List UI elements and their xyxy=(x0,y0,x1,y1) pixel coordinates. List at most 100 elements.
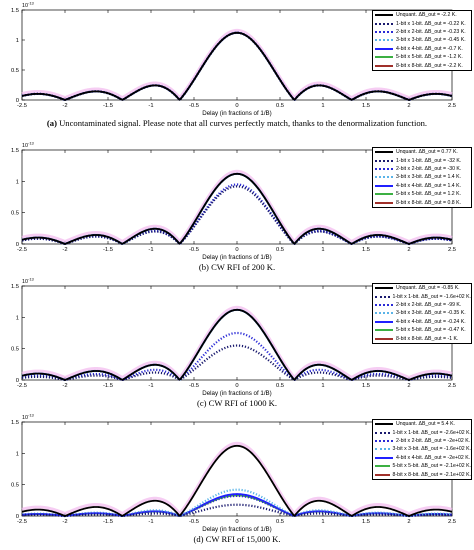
chart-b-legend-swatch xyxy=(375,201,393,204)
chart-d-legend-label: 5-bit x 5-bit. ΔB_out = -2.1e+02 K. xyxy=(392,463,471,470)
chart-c-xtick-label: -2.5 xyxy=(17,383,27,389)
chart-b-ytick-label: 0.5 xyxy=(11,211,19,217)
chart-a-legend-item: 8-bit x 8-bit. ΔB_out = -2.2 K. xyxy=(373,61,471,69)
chart-c-xtick-label: -0.5 xyxy=(189,383,199,389)
chart-a-legend-swatch xyxy=(375,22,393,25)
chart-c-legend-label: 3-bit x 3-bit. ΔB_out = -0.35 K. xyxy=(396,310,466,317)
chart-b-legend-item: 1-bit x 1-bit. ΔB_out = -32 K. xyxy=(373,156,471,164)
chart-d-xtick-label: -2.5 xyxy=(17,519,27,525)
chart-d-legend-label: 3-bit x 3-bit. ΔB_out = -1.6e+02 K. xyxy=(392,446,471,453)
chart-b-legend-label: 2-bit x 2-bit. ΔB_out = -30 K. xyxy=(396,165,462,172)
chart-b-legend-swatch xyxy=(375,167,393,170)
chart-d-legend-item: 5-bit x 5-bit. ΔB_out = -2.1e+02 K. xyxy=(373,462,471,470)
caption-c-letter: (c) xyxy=(196,398,207,408)
chart-a-xtick-label: -2 xyxy=(62,103,67,109)
chart-a-xtick-label: 1 xyxy=(321,103,324,109)
chart-c-xtick-label: 1.5 xyxy=(362,383,370,389)
chart-d-legend-label: 8-bit x 8-bit. ΔB_out = -2.1e+02 K. xyxy=(392,471,471,478)
chart-b-xtick-label: 0.5 xyxy=(276,247,284,253)
chart-b-series-1 xyxy=(21,172,453,245)
chart-c-exponent-label: 10-13 xyxy=(22,277,35,286)
caption-a: (a) Uncontaminated signal. Please note t… xyxy=(0,118,474,128)
chart-d-xtick-label: -1 xyxy=(148,519,153,525)
chart-a-legend-swatch xyxy=(375,39,393,42)
caption-b-letter: (b) xyxy=(198,262,209,272)
chart-d-xtick-label: 1.5 xyxy=(362,519,370,525)
chart-d-legend-swatch xyxy=(375,448,390,451)
chart-a-legend-label: 1-bit x 1-bit. ΔB_out = -0.22 K. xyxy=(396,20,466,27)
chart-d-ytick-label: 0 xyxy=(16,514,19,520)
chart-a-ytick-label: 1 xyxy=(16,38,19,44)
chart-d-xtick-label: 0 xyxy=(235,519,238,525)
chart-d-legend-item: 4-bit x 4-bit. ΔB_out = -2e+02 K. xyxy=(373,454,471,462)
chart-c-legend-swatch xyxy=(375,337,393,340)
chart-c-xtick-label: -1 xyxy=(148,383,153,389)
chart-a-legend-item: 5-bit x 5-bit. ΔB_out = -1.2 K. xyxy=(373,53,471,61)
chart-c-legend-swatch xyxy=(375,312,393,315)
chart-d-legend-item: 3-bit x 3-bit. ΔB_out = -1.6e+02 K. xyxy=(373,445,471,453)
chart-b-ytick-label: 1.5 xyxy=(11,148,19,154)
chart-d-legend-label: 2-bit x 2-bit. ΔB_out = -2e+02 K. xyxy=(396,437,471,444)
chart-b-xtick-label: -2 xyxy=(62,247,67,253)
chart-d-ytick-label: 1.5 xyxy=(11,420,19,426)
chart-d-legend-item: Unquant. ΔB_out = 5.4 K. xyxy=(373,420,471,428)
chart-b-xtick-label: -1.5 xyxy=(103,247,113,253)
chart-d-ytick-label: 0.5 xyxy=(11,483,19,489)
chart-c-ytick-label: 0 xyxy=(16,378,19,384)
chart-d-legend-swatch xyxy=(375,465,390,468)
chart-b-legend-label: 8-bit x 8-bit. ΔB_out = 0.8 K. xyxy=(396,199,462,206)
chart-a-ytick-label: 1.5 xyxy=(11,8,19,14)
chart-a-legend-item: 4-bit x 4-bit. ΔB_out = -0.7 K. xyxy=(373,45,471,53)
chart-d-series-3 xyxy=(21,494,453,518)
chart-c-legend-swatch xyxy=(375,287,393,290)
chart-b-ytick-label: 1 xyxy=(16,179,19,185)
chart-d-legend-item: 1-bit x 1-bit. ΔB_out = -2.6e+02 K. xyxy=(373,428,471,436)
chart-c-legend-label: Unquant. ΔB_out = -0.85 K. xyxy=(396,285,460,292)
chart-d-series-2 xyxy=(21,503,453,518)
chart-a-xtick-label: 0 xyxy=(235,103,238,109)
chart-c-plot: -2.5 -2 -1.5 -1 -0.5 0 0.5 1 1.5 2 2.500.511.510-1… xyxy=(11,277,456,398)
chart-c-legend-label: 4-bit x 4-bit. ΔB_out = -0.24 K. xyxy=(396,318,466,325)
chart-d-xtick-label: -1.5 xyxy=(103,519,113,525)
chart-b-legend-swatch xyxy=(375,184,393,187)
chart-b-legend-swatch xyxy=(375,159,393,162)
chart-c-series-2 xyxy=(21,344,453,382)
chart-d-legend-swatch xyxy=(375,423,393,426)
caption-a-text: Uncontaminated signal. Please note that … xyxy=(59,118,428,128)
chart-a-xtick-label: -1.5 xyxy=(103,103,113,109)
chart-b-exponent-label: 10-13 xyxy=(22,141,35,150)
panel-a: -2.5 -2 -1.5 -1 -0.5 0 0.5 1 1.5 2 2.5 0 0.5 1 1.5 10-1… xyxy=(0,0,474,132)
caption-b: (b) CW RFI of 200 K. xyxy=(0,262,474,272)
chart-a-legend-swatch xyxy=(375,56,393,59)
caption-d: (d) CW RFI of 15,000 K. xyxy=(0,534,474,544)
chart-c-xtick-label: -1.5 xyxy=(103,383,113,389)
chart-a-legend-swatch xyxy=(375,64,393,67)
chart-a-legend-item: 3-bit x 3-bit. ΔB_out = -0.45 K. xyxy=(373,36,471,44)
chart-c-series-1 xyxy=(21,308,453,381)
chart-b-xtick-label: -2.5 xyxy=(17,247,27,253)
chart-b-legend-label: 4-bit x 4-bit. ΔB_out = 1.4 K. xyxy=(396,182,462,189)
chart-a-legend-swatch xyxy=(375,47,393,50)
chart-d-exponent-label: 10-13 xyxy=(22,413,35,422)
panel-d: -2.5 -2 -1.5 -1 -0.5 0 0.5 1 1.5 2 2.5 0 0.5 1 1.5 10-1… xyxy=(0,412,474,550)
chart-d-xtick-label: 2 xyxy=(407,519,410,525)
chart-d-xtick-label: 1 xyxy=(321,519,324,525)
chart-a-exponent-label: 10-13 xyxy=(22,1,35,10)
chart-d-legend-label: 1-bit x 1-bit. ΔB_out = -2.6e+02 K. xyxy=(392,429,471,436)
chart-c-legend-label: 8-bit x 8-bit. ΔB_out = -1 K. xyxy=(396,335,459,342)
chart-b-xtick-label: -0.5 xyxy=(189,247,199,253)
chart-a-xtick-label: -2.5 xyxy=(17,103,27,109)
chart-c-ytick-label: 0.5 xyxy=(11,347,19,353)
chart-d-xtick-label: 2.5 xyxy=(448,519,456,525)
chart-a-legend-swatch xyxy=(375,14,393,17)
chart-a-xtick-label: 0.5 xyxy=(276,103,284,109)
chart-c-legend-label: 2-bit x 2-bit. ΔB_out = -99 K. xyxy=(396,301,462,308)
chart-c-ytick-label: 1 xyxy=(16,315,19,321)
chart-d-legend-item: 8-bit x 8-bit. ΔB_out = -2.1e+02 K. xyxy=(373,470,471,478)
chart-a-xlabel: Delay (in fractions of 1/B) xyxy=(202,110,271,117)
chart-b-xtick-label: -1 xyxy=(148,247,153,253)
caption-d-letter: (d) xyxy=(193,534,204,544)
chart-d-legend-swatch xyxy=(375,456,393,459)
chart-a-legend-label: 5-bit x 5-bit. ΔB_out = -1.2 K. xyxy=(396,54,463,61)
chart-b-xtick-label: 1.5 xyxy=(362,247,370,253)
